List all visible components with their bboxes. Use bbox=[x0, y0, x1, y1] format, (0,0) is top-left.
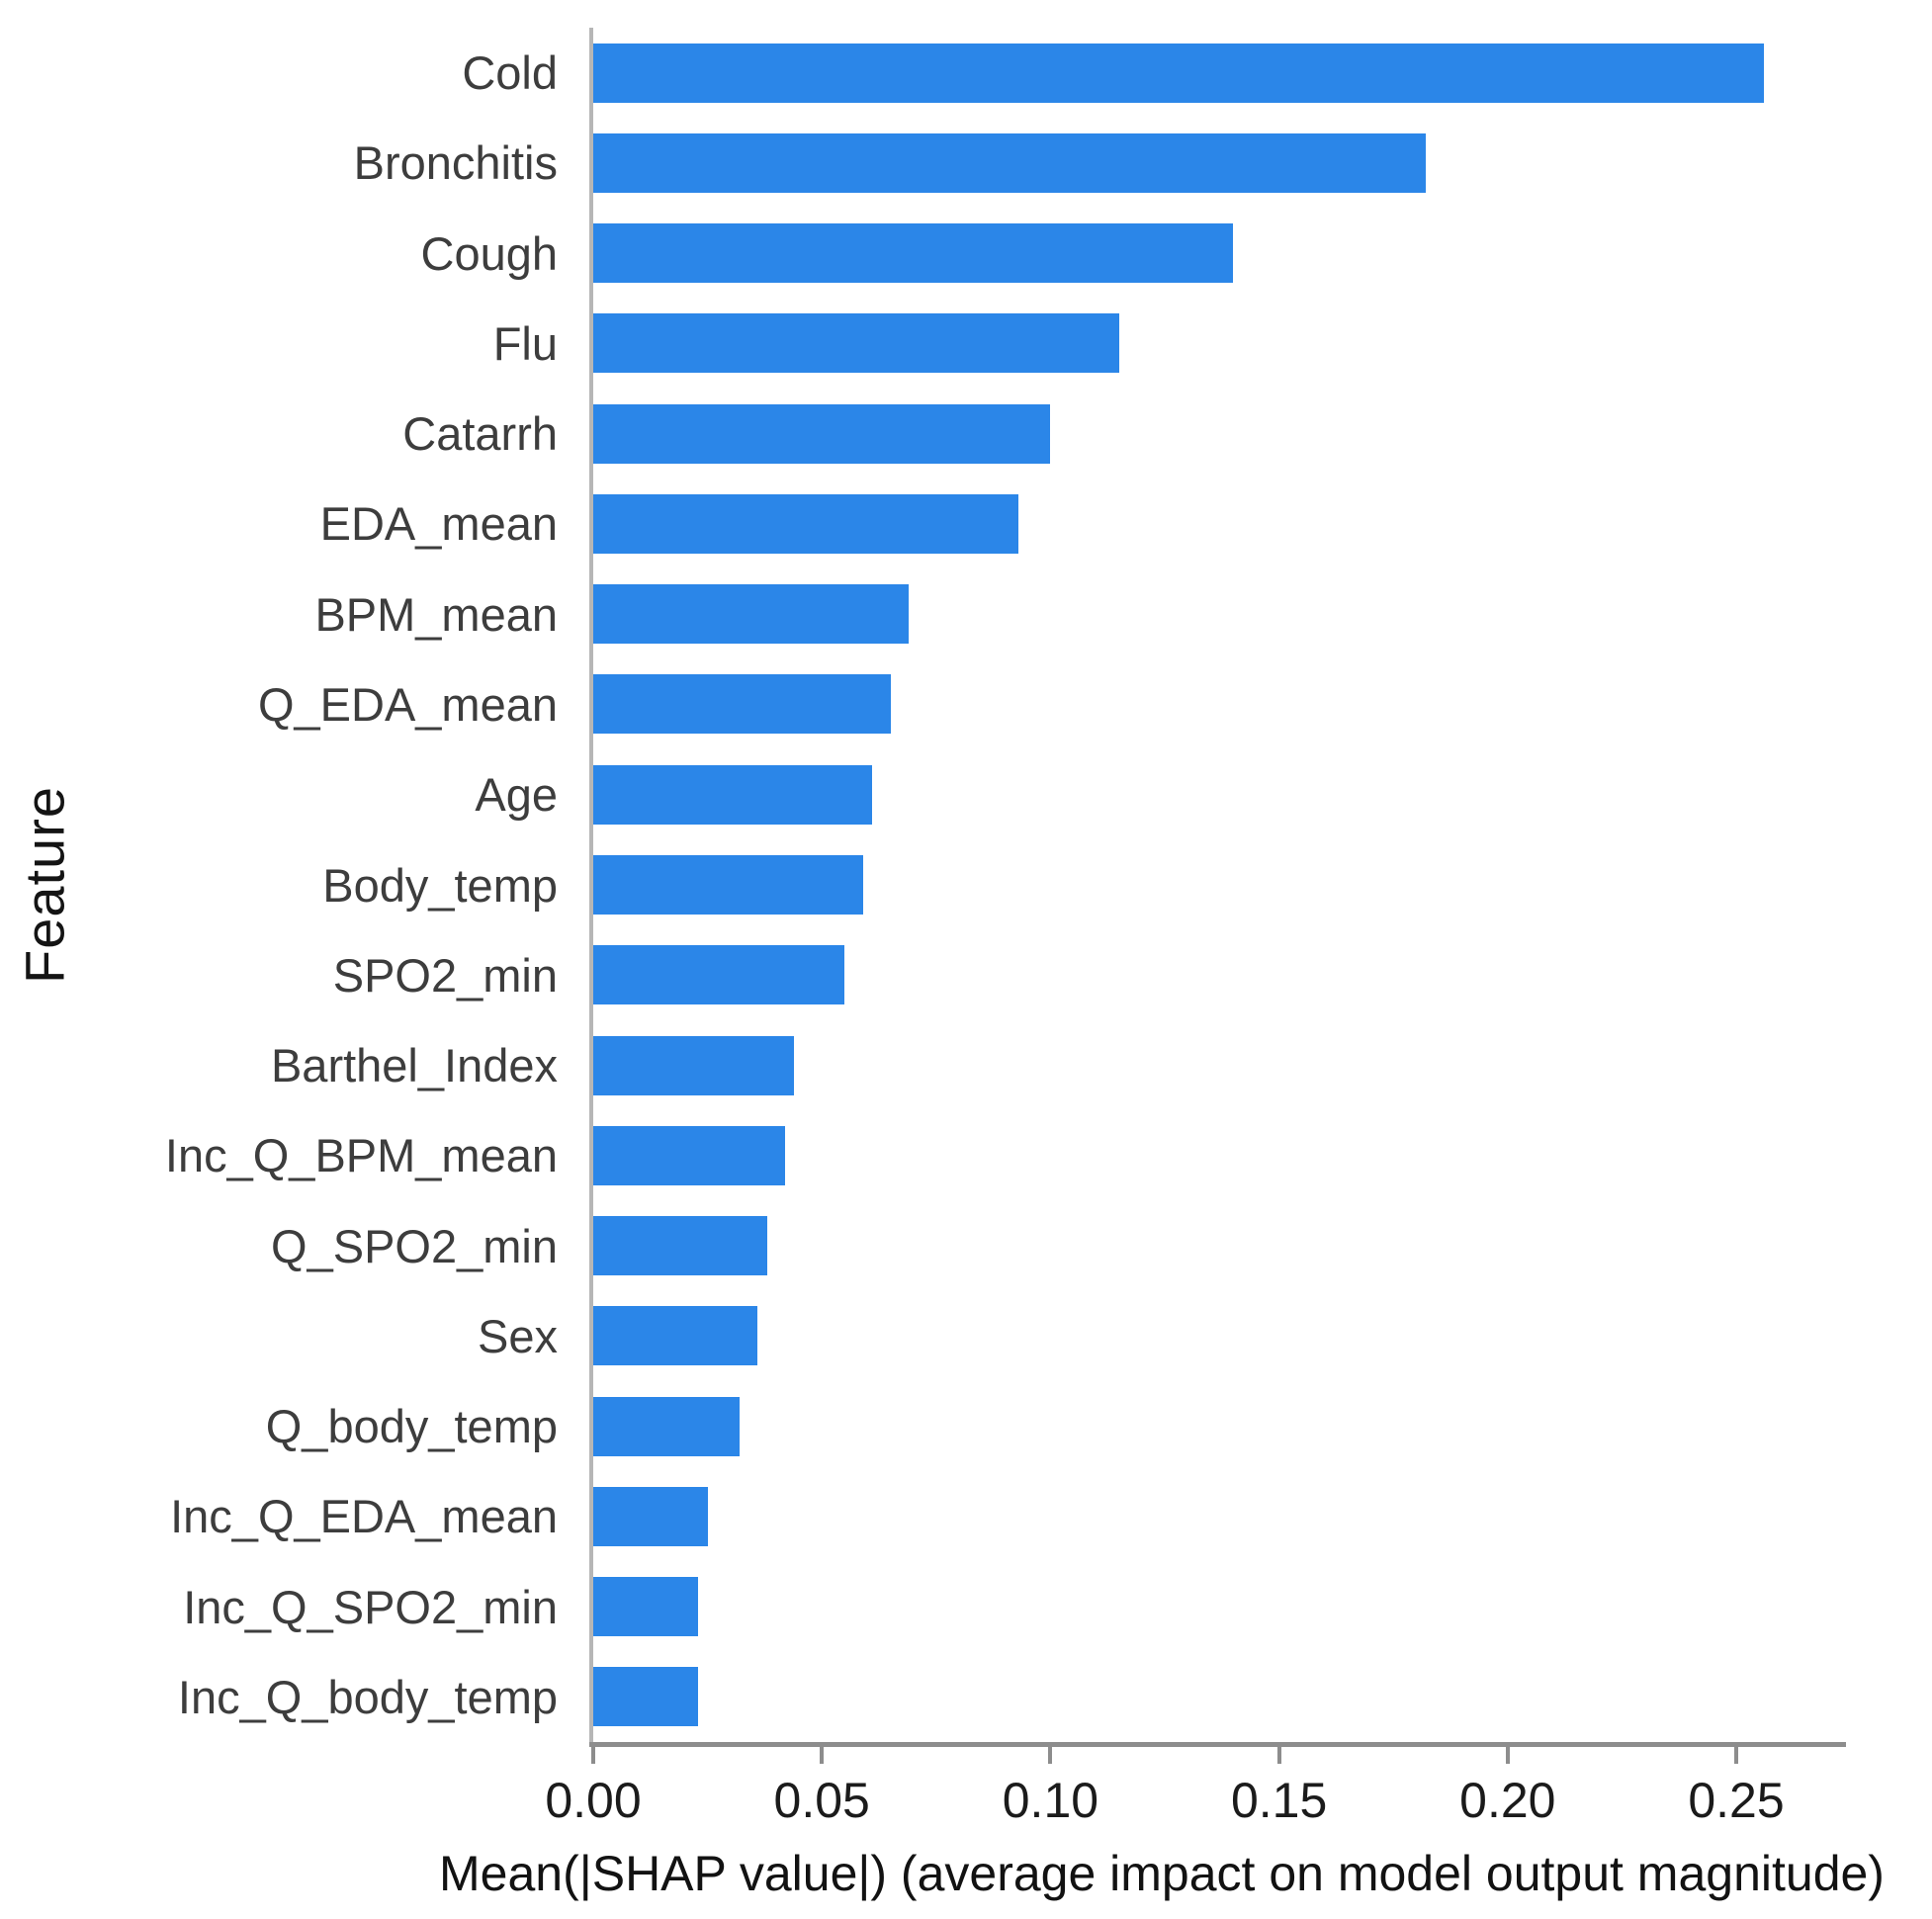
bar bbox=[593, 764, 873, 825]
bar-row bbox=[593, 749, 1846, 839]
y-tick-label: Catarrh bbox=[402, 407, 558, 461]
bar-row bbox=[593, 1020, 1846, 1110]
x-axis-tick bbox=[1734, 1744, 1739, 1764]
bar bbox=[593, 493, 1019, 554]
x-tick-labels: 0.00 0.05 0.10 0.15 0.20 0.25 bbox=[545, 1772, 1846, 1835]
x-axis-tick bbox=[1276, 1744, 1281, 1764]
y-tick-label: Cold bbox=[462, 46, 558, 100]
x-tick-label: 0.05 bbox=[773, 1773, 870, 1828]
y-tick-label: Inc_Q_BPM_mean bbox=[164, 1129, 558, 1182]
bar-row bbox=[593, 659, 1846, 749]
bar bbox=[593, 1577, 699, 1637]
bar bbox=[593, 1125, 786, 1185]
x-tick-label: 0.10 bbox=[1002, 1773, 1099, 1828]
y-tick-label: Inc_Q_body_temp bbox=[177, 1670, 558, 1723]
x-axis-tick bbox=[591, 1744, 595, 1764]
y-tick-label: Barthel_Index bbox=[270, 1039, 558, 1092]
x-axis-tick bbox=[1505, 1744, 1510, 1764]
bar-row bbox=[593, 1291, 1846, 1381]
x-tick-label: 0.15 bbox=[1230, 1773, 1328, 1828]
bar bbox=[593, 1486, 708, 1546]
y-tick-label: Sex bbox=[478, 1309, 558, 1362]
y-tick-label: BPM_mean bbox=[314, 587, 558, 641]
y-tick-label: Flu bbox=[492, 316, 558, 370]
bar bbox=[593, 403, 1051, 464]
bar bbox=[593, 584, 910, 645]
bar bbox=[593, 674, 891, 735]
bar bbox=[593, 313, 1119, 374]
bar bbox=[593, 1216, 767, 1276]
y-tick-label: EDA_mean bbox=[319, 497, 558, 551]
bar-row bbox=[593, 930, 1846, 1020]
y-tick-labels: Cold Bronchitis Cough Flu Catarrh EDA_mean BPM… bbox=[0, 28, 558, 1742]
y-tick-label: Q_SPO2_min bbox=[271, 1219, 558, 1272]
bar-row bbox=[593, 479, 1846, 568]
bar bbox=[593, 1396, 740, 1456]
y-tick-label: Inc_Q_SPO2_min bbox=[183, 1580, 558, 1633]
bar-row bbox=[593, 389, 1846, 479]
x-axis-tick bbox=[820, 1744, 825, 1764]
plot-area bbox=[589, 28, 1846, 1764]
bar-row bbox=[593, 569, 1846, 659]
y-tick-label: Cough bbox=[420, 226, 559, 280]
bar bbox=[593, 1306, 758, 1366]
x-axis-ticks bbox=[591, 28, 1846, 1764]
bar-row bbox=[593, 1110, 1846, 1200]
bar-row bbox=[593, 118, 1846, 208]
x-axis-tick bbox=[1048, 1744, 1053, 1764]
x-tick-label: 0.25 bbox=[1688, 1773, 1785, 1828]
bar bbox=[593, 223, 1234, 284]
bar-row bbox=[593, 1471, 1846, 1561]
x-axis-title: Mean(|SHAP value|) (average impact on mo… bbox=[439, 1846, 1885, 1901]
bar-row bbox=[593, 839, 1846, 929]
x-tick-label: 0.00 bbox=[545, 1773, 642, 1828]
bar-row bbox=[593, 1652, 1846, 1742]
y-axis-line bbox=[589, 28, 593, 1746]
y-tick-label: Bronchitis bbox=[353, 136, 558, 190]
x-axis-line bbox=[589, 1742, 1846, 1747]
y-tick-label: Body_temp bbox=[322, 858, 558, 912]
bar bbox=[593, 855, 863, 916]
y-tick-label: SPO2_min bbox=[332, 948, 558, 1002]
x-tick-label: 0.20 bbox=[1459, 1773, 1556, 1828]
bar-row bbox=[593, 1200, 1846, 1290]
bar bbox=[593, 1035, 795, 1095]
bar bbox=[593, 1667, 699, 1727]
bar-row bbox=[593, 1562, 1846, 1652]
bar bbox=[593, 43, 1764, 103]
y-tick-label: Q_EDA_mean bbox=[257, 677, 558, 731]
bars-container bbox=[593, 28, 1846, 1742]
bar bbox=[593, 945, 845, 1005]
y-tick-label: Inc_Q_EDA_mean bbox=[170, 1490, 558, 1543]
bar-row bbox=[593, 28, 1846, 118]
bar-row bbox=[593, 209, 1846, 299]
y-tick-label: Q_body_temp bbox=[265, 1400, 558, 1453]
y-tick-label: Age bbox=[475, 768, 558, 822]
bar-row bbox=[593, 1381, 1846, 1471]
bar bbox=[593, 132, 1426, 193]
bar-row bbox=[593, 299, 1846, 389]
